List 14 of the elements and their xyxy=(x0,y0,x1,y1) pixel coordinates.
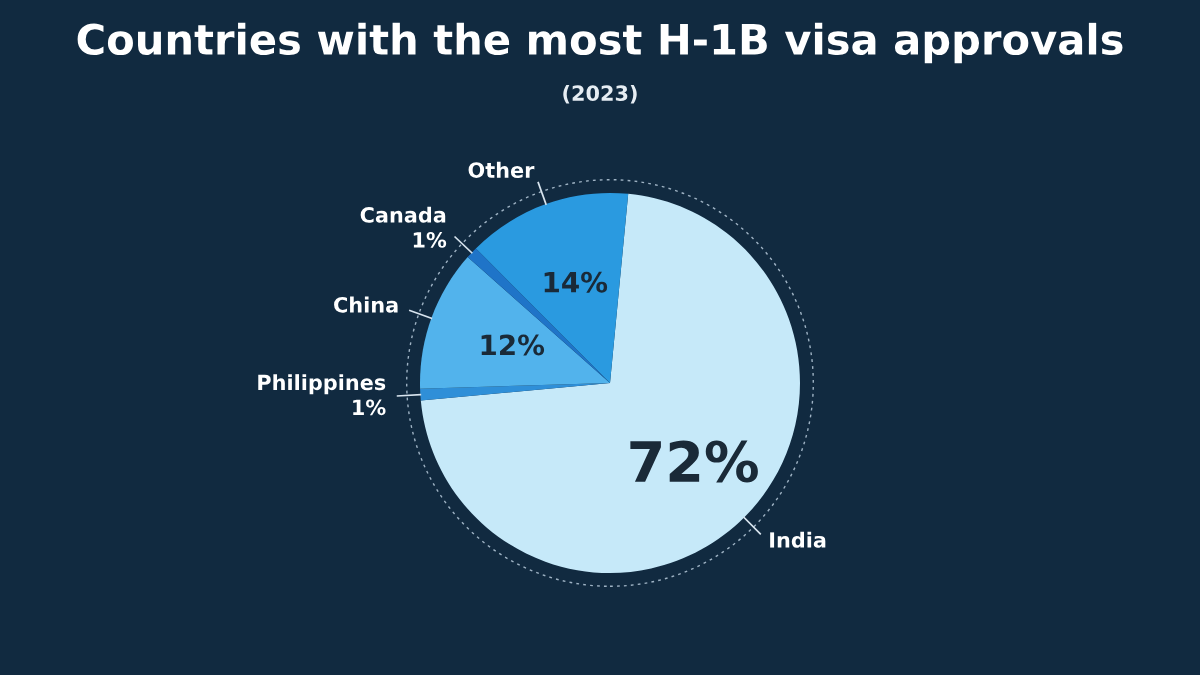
data-label: 1% xyxy=(353,399,386,416)
slice-label: China xyxy=(334,296,398,313)
pie-slice xyxy=(475,193,629,383)
data-label: 72% xyxy=(630,440,758,483)
data-label: 14% xyxy=(544,271,608,293)
slice-label: Philippines xyxy=(258,374,386,395)
data-label: 12% xyxy=(481,334,545,356)
slice-label: Other xyxy=(468,161,535,178)
data-label: 1% xyxy=(413,231,447,248)
pie-slice xyxy=(420,257,610,389)
slice-label: India xyxy=(770,531,826,548)
slice-label: Canada xyxy=(360,206,446,223)
chart-title: Countries with the most H-1B visa approvals xyxy=(77,22,1123,64)
chart-subtitle: (2023) xyxy=(563,84,637,104)
